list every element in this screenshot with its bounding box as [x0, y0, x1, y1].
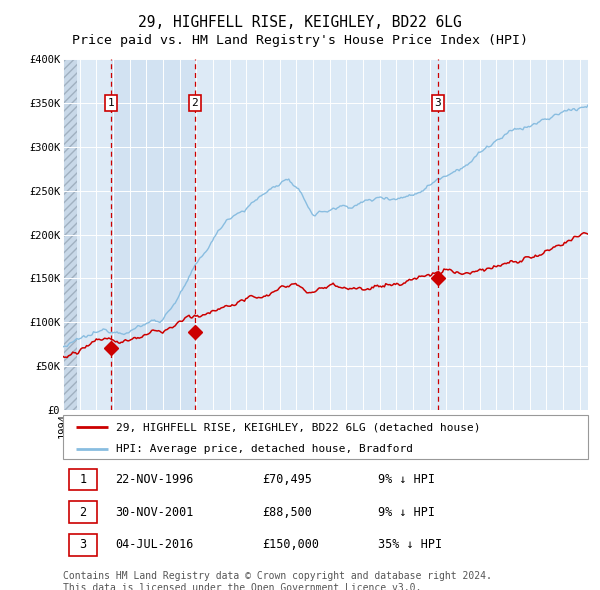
Text: 30-NOV-2001: 30-NOV-2001 [115, 506, 194, 519]
Text: Contains HM Land Registry data © Crown copyright and database right 2024.
This d: Contains HM Land Registry data © Crown c… [63, 571, 492, 590]
Text: 35% ↓ HPI: 35% ↓ HPI [378, 538, 442, 551]
Text: 9% ↓ HPI: 9% ↓ HPI [378, 473, 435, 486]
Text: 29, HIGHFELL RISE, KEIGHLEY, BD22 6LG (detached house): 29, HIGHFELL RISE, KEIGHLEY, BD22 6LG (d… [115, 422, 480, 432]
Bar [70, 468, 97, 490]
Text: 1: 1 [79, 473, 86, 486]
Text: £88,500: £88,500 [263, 506, 313, 519]
Text: 2: 2 [79, 506, 86, 519]
Text: 9% ↓ HPI: 9% ↓ HPI [378, 506, 435, 519]
Text: HPI: Average price, detached house, Bradford: HPI: Average price, detached house, Brad… [115, 444, 413, 454]
Bar [111, 59, 195, 410]
Text: £70,495: £70,495 [263, 473, 313, 486]
Text: 3: 3 [79, 538, 86, 551]
Text: 1: 1 [108, 98, 115, 108]
Text: 29, HIGHFELL RISE, KEIGHLEY, BD22 6LG: 29, HIGHFELL RISE, KEIGHLEY, BD22 6LG [138, 15, 462, 30]
Text: 22-NOV-1996: 22-NOV-1996 [115, 473, 194, 486]
Text: 3: 3 [434, 98, 442, 108]
Bar [70, 534, 97, 556]
Text: Price paid vs. HM Land Registry's House Price Index (HPI): Price paid vs. HM Land Registry's House … [72, 34, 528, 47]
Text: 2: 2 [191, 98, 198, 108]
Text: £150,000: £150,000 [263, 538, 320, 551]
Bar [70, 502, 97, 523]
Text: 04-JUL-2016: 04-JUL-2016 [115, 538, 194, 551]
